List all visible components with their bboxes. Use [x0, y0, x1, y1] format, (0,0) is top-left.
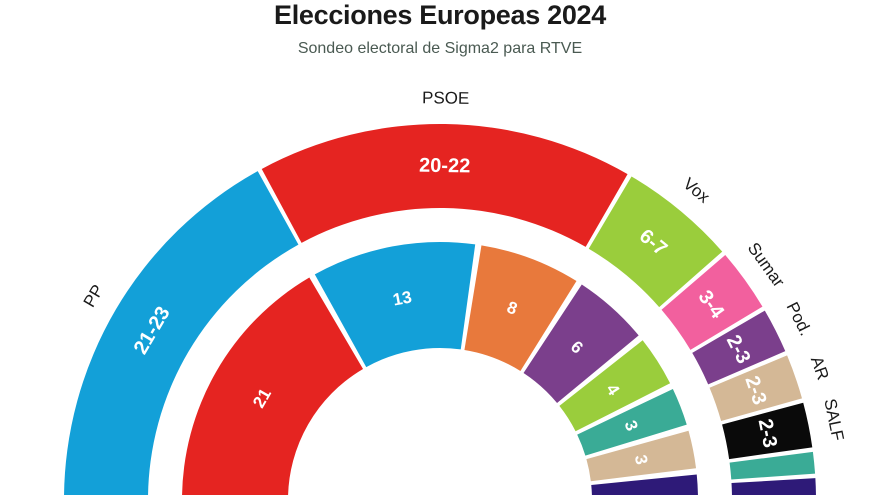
inner-segment[interactable] — [464, 245, 577, 372]
outer-segment[interactable] — [731, 478, 816, 495]
page-title: Elecciones Europeas 2024 — [274, 0, 606, 30]
outer-segment[interactable] — [64, 171, 299, 495]
party-label: Sumar — [744, 239, 789, 291]
party-label: AR — [807, 354, 833, 383]
outer-segment[interactable] — [588, 176, 723, 308]
outer-segment[interactable] — [661, 255, 763, 350]
outer-segment[interactable] — [709, 355, 802, 422]
outer-segment-value: 20-22 — [419, 155, 470, 178]
party-label: PP — [80, 281, 108, 310]
inner-ring — [182, 242, 698, 495]
party-label: SALF — [820, 397, 847, 442]
party-label: Vox — [679, 174, 713, 207]
inner-segment[interactable] — [182, 277, 364, 495]
inner-segment[interactable] — [523, 284, 639, 404]
outer-segment[interactable] — [692, 310, 786, 385]
outer-segment[interactable] — [729, 451, 816, 480]
inner-segment-value: 3 — [631, 453, 651, 466]
outer-segment[interactable] — [722, 402, 813, 460]
inner-segment[interactable] — [314, 242, 476, 368]
inner-segment[interactable] — [591, 474, 698, 495]
inner-segment[interactable] — [586, 430, 697, 482]
party-label: PSOE — [422, 88, 470, 108]
outer-segment[interactable] — [261, 124, 628, 247]
inner-segment[interactable] — [577, 388, 687, 456]
outer-ring — [64, 124, 816, 495]
inner-segment-value: 13 — [391, 287, 413, 309]
inner-segment[interactable] — [559, 340, 671, 432]
page-subtitle: Sondeo electoral de Sigma2 para RTVE — [297, 40, 583, 57]
party-label: Pod. — [783, 299, 816, 339]
